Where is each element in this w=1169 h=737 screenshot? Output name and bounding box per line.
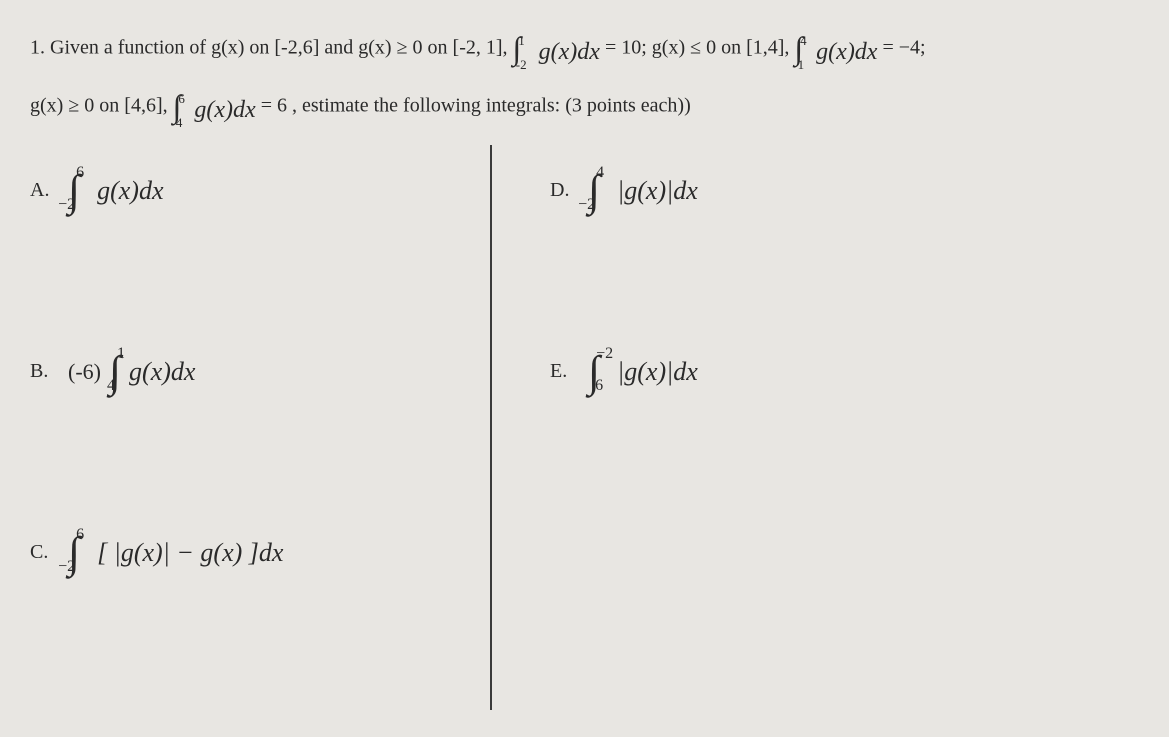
item-d: D. ∫4−2|g(x)|dx [550, 165, 1139, 216]
item-a: A. ∫6−2g(x)dx [30, 165, 470, 216]
item-a-label: A. [30, 179, 58, 202]
integral-1: ∫1-2g(x)dx [513, 20, 600, 78]
integral-2-equals: = −4; [882, 36, 925, 58]
item-b-prefix: (-6) [68, 359, 101, 385]
integral-1-equals: = 10; [605, 36, 647, 58]
item-e-label: E. [550, 360, 578, 383]
item-d-label: D. [550, 179, 578, 202]
item-e: E. ∫−26|g(x)|dx [550, 346, 1139, 397]
column-divider [490, 145, 492, 710]
integral-2: ∫41g(x)dx [794, 20, 877, 78]
integral-3-equals: = 6 [261, 94, 287, 116]
item-c: C. ∫6−2[ |g(x)| − g(x) ]dx [30, 527, 470, 578]
problem-text-1: Given a function of g(x) on [-2,6] and g… [50, 36, 508, 58]
right-column: D. ∫4−2|g(x)|dx E. ∫−26|g(x)|dx [490, 165, 1139, 725]
answer-columns: A. ∫6−2g(x)dx B. (-6) ∫14g(x)dx C. ∫6−2[… [30, 165, 1139, 725]
item-b-integral: ∫14g(x)dx [109, 346, 195, 397]
integral-3: ∫64g(x)dx [173, 78, 256, 136]
item-e-integral: ∫−26|g(x)|dx [588, 346, 698, 397]
item-a-integral: ∫6−2g(x)dx [68, 165, 164, 216]
problem-text-4: , estimate the following integrals: (3 p… [292, 94, 691, 116]
item-b-label: B. [30, 360, 58, 383]
item-c-label: C. [30, 541, 58, 564]
problem-number: 1. [30, 36, 45, 58]
problem-text-3: g(x) ≥ 0 on [4,6], [30, 94, 168, 116]
left-column: A. ∫6−2g(x)dx B. (-6) ∫14g(x)dx C. ∫6−2[… [30, 165, 490, 725]
item-d-integral: ∫4−2|g(x)|dx [588, 165, 698, 216]
item-c-integral: ∫6−2[ |g(x)| − g(x) ]dx [68, 527, 283, 578]
item-b: B. (-6) ∫14g(x)dx [30, 346, 470, 397]
problem-text-2: g(x) ≤ 0 on [1,4], [652, 36, 790, 58]
problem-statement: 1. Given a function of g(x) on [-2,6] an… [30, 20, 1139, 135]
